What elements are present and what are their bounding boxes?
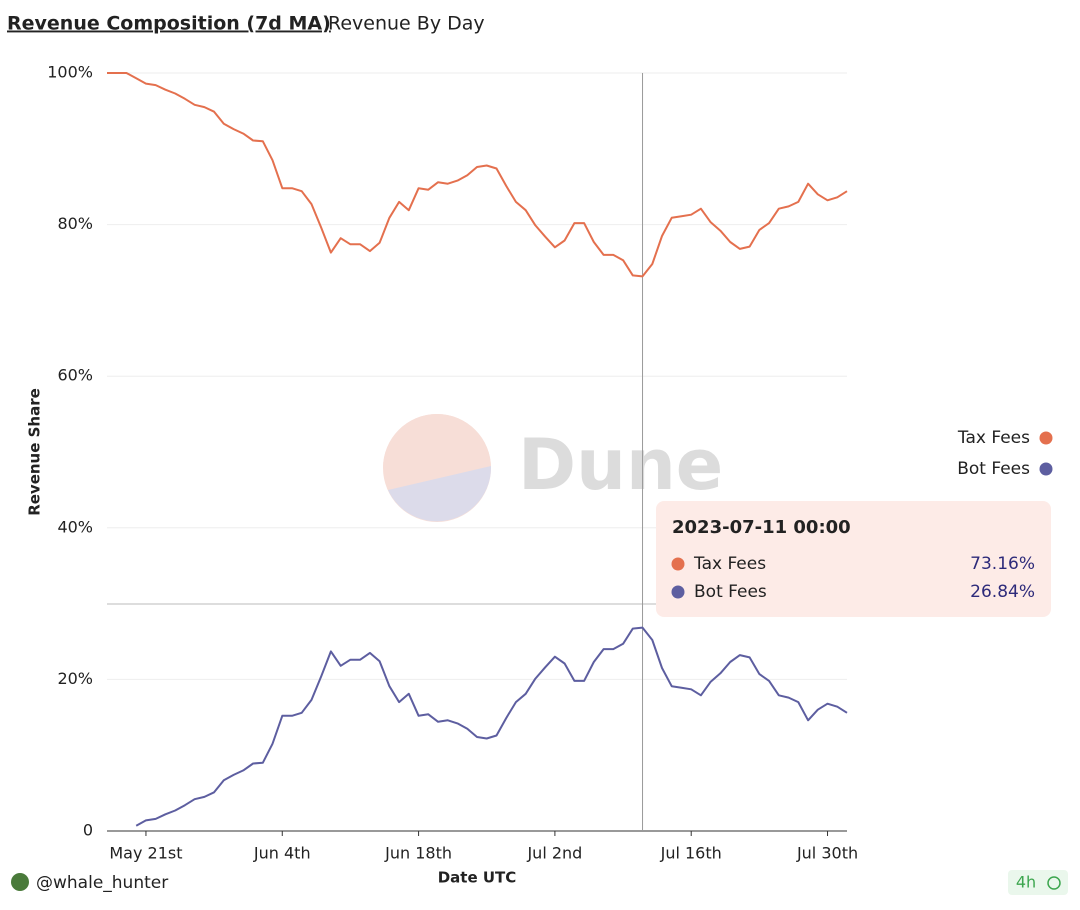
tab-active[interactable]: Revenue Composition (7d MA) bbox=[7, 13, 331, 35]
x-tick-label: Jul 30th bbox=[796, 844, 858, 863]
tooltip-marker bbox=[671, 557, 685, 571]
avatar bbox=[11, 873, 29, 891]
x-tick-label: Jun 18th bbox=[384, 844, 452, 863]
y-axis-label: Revenue Share bbox=[26, 388, 44, 516]
legend-marker bbox=[1039, 462, 1053, 476]
tooltip-title: 2023-07-11 00:00 bbox=[672, 517, 851, 538]
watermark-logo-bottom bbox=[388, 466, 492, 522]
x-tick-label: May 21st bbox=[109, 844, 182, 863]
x-tick-label: Jul 2nd bbox=[526, 844, 582, 863]
y-tick-label: 40% bbox=[57, 517, 93, 536]
author[interactable]: @whale_hunter bbox=[36, 873, 168, 893]
age-icon bbox=[1047, 876, 1061, 890]
y-tick-label: 100% bbox=[47, 63, 93, 82]
watermark: Dune bbox=[383, 414, 723, 522]
tab[interactable]: Revenue By Day bbox=[328, 13, 485, 35]
legend-label: Bot Fees bbox=[957, 459, 1030, 479]
tooltip-series-name: Bot Fees bbox=[694, 582, 767, 602]
x-axis-label: Date UTC bbox=[438, 869, 517, 887]
series-line bbox=[135, 626, 848, 827]
age: 4h bbox=[1016, 873, 1036, 892]
y-tick-label: 0 bbox=[83, 821, 93, 840]
legend-label: Tax Fees bbox=[957, 428, 1030, 448]
y-tick-label: 60% bbox=[57, 366, 93, 385]
tooltip-value: 26.84% bbox=[970, 582, 1035, 602]
tooltip-value: 73.16% bbox=[970, 554, 1035, 574]
x-tick-label: Jun 4th bbox=[253, 844, 311, 863]
x-tick-label: Jul 16th bbox=[660, 844, 722, 863]
watermark-text: Dune bbox=[518, 424, 723, 506]
y-tick-label: 80% bbox=[57, 214, 93, 233]
legend-marker bbox=[1039, 431, 1053, 445]
series-line bbox=[107, 72, 848, 278]
tooltip-series-name: Tax Fees bbox=[693, 554, 766, 574]
y-tick-label: 20% bbox=[57, 669, 93, 688]
tooltip-marker bbox=[671, 585, 685, 599]
tooltip bbox=[656, 501, 1051, 617]
